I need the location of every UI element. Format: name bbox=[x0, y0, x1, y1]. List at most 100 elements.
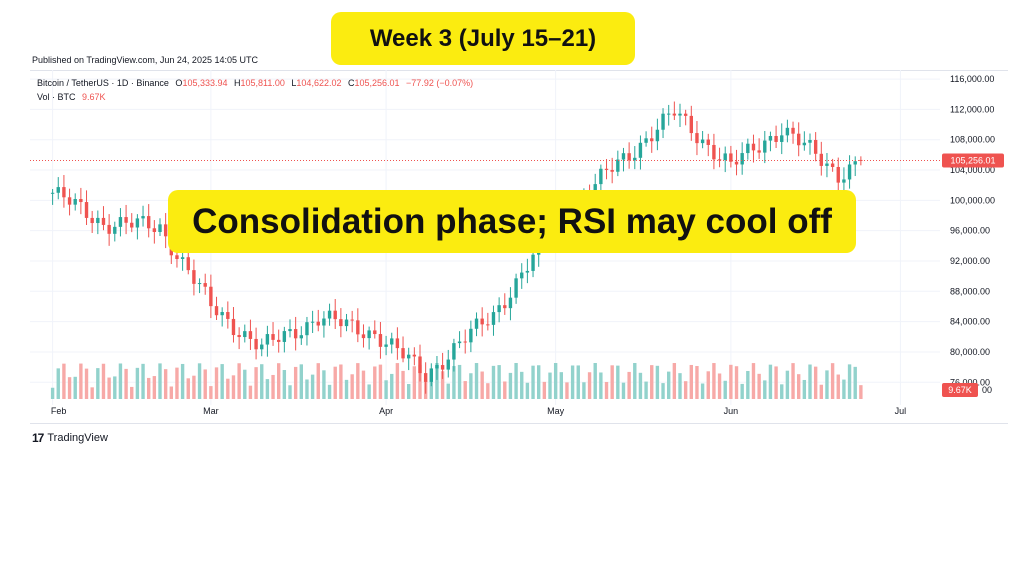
volume-bar bbox=[570, 365, 575, 399]
price-axis: 116,000.00 112,000.00 108,000.00 104,000.00… bbox=[950, 74, 995, 387]
candle-body bbox=[423, 373, 428, 382]
candle-body bbox=[260, 344, 264, 350]
candle-body bbox=[214, 306, 219, 316]
volume-bar bbox=[791, 363, 795, 399]
x-tick-label: May bbox=[547, 406, 565, 416]
volume-bar bbox=[288, 385, 292, 399]
candle-body bbox=[180, 257, 185, 260]
candle-body bbox=[525, 270, 530, 273]
volume-bar bbox=[531, 365, 535, 399]
candle-body bbox=[627, 153, 631, 161]
candle-body bbox=[763, 140, 767, 153]
candle-body bbox=[135, 218, 140, 228]
volume-axis-label: 00 bbox=[982, 385, 992, 395]
volume-bar bbox=[542, 381, 547, 399]
legend-open: 105,333.94 bbox=[182, 78, 227, 88]
volume-bar bbox=[390, 373, 394, 399]
candle-body bbox=[825, 163, 829, 166]
candle-body bbox=[723, 153, 727, 160]
volume-bar bbox=[418, 364, 422, 399]
volume-bar bbox=[514, 363, 518, 399]
candle-body bbox=[599, 168, 603, 185]
candle-body bbox=[508, 297, 513, 309]
candle-body bbox=[367, 330, 371, 339]
volume-bar bbox=[683, 381, 688, 399]
volume-bar bbox=[689, 364, 693, 399]
volume-bar bbox=[130, 386, 134, 399]
candle-body bbox=[293, 329, 298, 339]
volume-bar bbox=[67, 377, 72, 399]
y-tick-label: 96,000.00 bbox=[950, 226, 990, 236]
volume-bars bbox=[50, 363, 863, 399]
candle-body bbox=[412, 354, 417, 357]
volume-bar bbox=[203, 369, 207, 399]
volume-bar bbox=[350, 374, 354, 399]
candle-body bbox=[497, 305, 501, 313]
candle-body bbox=[243, 331, 247, 338]
volume-bar bbox=[322, 370, 326, 399]
candle-body bbox=[700, 139, 705, 144]
candle-body bbox=[667, 113, 671, 115]
candle-body bbox=[734, 161, 739, 165]
candle-body bbox=[339, 319, 343, 327]
candle-body bbox=[163, 224, 168, 237]
candle-body bbox=[531, 254, 535, 271]
volume-bar bbox=[508, 372, 513, 399]
volume-bar bbox=[836, 374, 840, 399]
y-tick-label: 104,000.00 bbox=[950, 165, 995, 175]
candle-body bbox=[616, 159, 620, 172]
tradingview-logo[interactable]: 17 TradingView bbox=[32, 431, 108, 445]
candle-body bbox=[373, 330, 377, 335]
candle-body bbox=[791, 127, 795, 134]
candle-body bbox=[344, 319, 349, 327]
candle-body bbox=[830, 163, 835, 167]
candle-body bbox=[655, 129, 660, 142]
volume-bar bbox=[231, 375, 236, 399]
volume-tag-label: 9.67K bbox=[948, 385, 972, 395]
candle-body bbox=[299, 335, 303, 339]
volume-bar bbox=[209, 386, 213, 399]
volume-bar bbox=[616, 365, 620, 399]
volume-bar bbox=[847, 364, 852, 399]
volume-bar bbox=[672, 363, 677, 399]
volume-bar bbox=[774, 366, 778, 399]
volume-bar bbox=[853, 366, 857, 399]
last-price-label: 105,256.01 bbox=[950, 156, 995, 166]
volume-bar bbox=[757, 373, 761, 399]
volume-bar bbox=[587, 372, 592, 399]
volume-bar bbox=[553, 363, 558, 399]
volume-bar bbox=[830, 363, 835, 399]
volume-bar bbox=[610, 365, 614, 399]
candle-body bbox=[333, 310, 337, 320]
candle-body bbox=[384, 344, 388, 347]
volume-bar bbox=[650, 365, 654, 399]
candle-body bbox=[118, 217, 123, 227]
volume-bar bbox=[107, 377, 111, 399]
candle-body bbox=[141, 216, 145, 219]
volume-bar bbox=[859, 385, 863, 399]
candle-body bbox=[124, 217, 128, 223]
volume-bar bbox=[655, 365, 660, 399]
candle-body bbox=[50, 192, 55, 194]
volume-bar bbox=[197, 363, 202, 399]
volume-bar bbox=[565, 382, 569, 399]
candle-body bbox=[751, 143, 756, 151]
time-axis: Feb Mar Apr May Jun Jul bbox=[51, 406, 906, 416]
candle-body bbox=[113, 226, 117, 234]
volume-bar bbox=[446, 383, 450, 399]
candle-body bbox=[638, 142, 643, 158]
volume-bar bbox=[780, 384, 784, 399]
candle-body bbox=[440, 365, 445, 370]
volume-bar bbox=[621, 382, 626, 399]
volume-bar bbox=[299, 364, 303, 399]
volume-bar bbox=[96, 368, 100, 399]
legend-o-label: O bbox=[175, 78, 182, 88]
candle-body bbox=[621, 153, 626, 160]
candle-body bbox=[254, 338, 258, 350]
candle-body bbox=[101, 217, 106, 225]
volume-bar bbox=[180, 363, 185, 399]
candle-body bbox=[226, 312, 230, 319]
volume-bar bbox=[175, 367, 179, 399]
candle-body bbox=[158, 224, 162, 233]
